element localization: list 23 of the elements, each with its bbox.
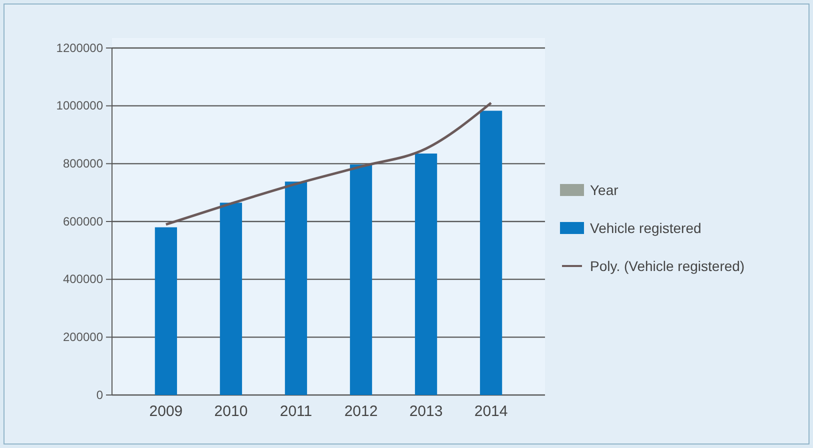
legend-label: Vehicle registered bbox=[590, 220, 702, 236]
bar bbox=[414, 154, 438, 395]
bar bbox=[480, 110, 502, 395]
bar bbox=[350, 164, 372, 395]
y-tick-label: 1000000 bbox=[56, 98, 104, 113]
x-tick-label: 2009 bbox=[149, 403, 183, 420]
x-tick-label: 2014 bbox=[474, 403, 508, 420]
x-tick-label: 2012 bbox=[344, 403, 378, 420]
y-tick-label: 0 bbox=[96, 388, 104, 402]
y-tick-label: 1200000 bbox=[56, 40, 104, 55]
x-tick-label: 2013 bbox=[409, 403, 443, 420]
y-tick-label: 800000 bbox=[62, 156, 104, 171]
y-tick-label: 600000 bbox=[62, 214, 104, 228]
x-tick-label: 2010 bbox=[214, 403, 248, 420]
y-tick-label: 200000 bbox=[62, 330, 104, 344]
bar bbox=[220, 202, 242, 395]
y-tick-label: 400000 bbox=[62, 272, 104, 286]
x-tick-label: 2011 bbox=[280, 403, 312, 420]
bar bbox=[284, 182, 308, 395]
legend-label: Poly. (Vehicle registered) bbox=[590, 258, 745, 274]
bar bbox=[154, 227, 178, 395]
line-series bbox=[164, 102, 492, 226]
legend-label: Year bbox=[590, 182, 619, 198]
